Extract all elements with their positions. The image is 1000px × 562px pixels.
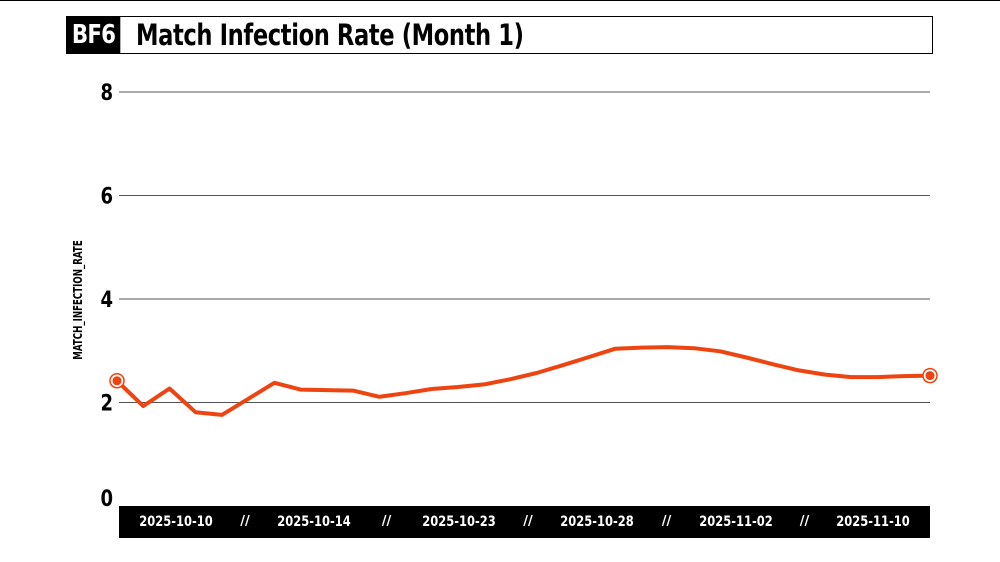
x-tick-label: 2025-10-10: [139, 514, 213, 530]
y-tick-label: 4: [100, 286, 113, 312]
x-tick-separator: //: [799, 514, 810, 529]
end-point: [925, 371, 935, 381]
x-tick-label: 2025-11-02: [699, 514, 773, 530]
chart-title: Match Infection Rate (Month 1): [135, 18, 524, 52]
y-tick-label: 2: [100, 390, 113, 416]
y-tick-label: 6: [100, 183, 113, 209]
x-tick-label: 2025-10-14: [277, 514, 351, 530]
top-border-line: [0, 0, 1000, 1]
title-badge: BF6: [67, 17, 121, 53]
x-axis-band: [119, 506, 930, 538]
series-layer: [109, 345, 938, 417]
series-line: [115, 345, 932, 417]
grid-lines: [119, 91, 930, 403]
y-tick-labels: 0 2 4 6 8: [100, 79, 113, 511]
x-tick-label: 2025-10-28: [560, 514, 634, 530]
x-tick-separator: //: [661, 514, 672, 529]
start-point: [112, 376, 122, 386]
x-tick-separator: //: [240, 514, 250, 529]
x-tick-separator: //: [523, 514, 533, 529]
chart-title-box: BF6 Match Infection Rate (Month 1): [66, 16, 933, 54]
x-tick-separator: //: [381, 514, 392, 529]
x-tick-label: 2025-10-23: [422, 514, 496, 530]
y-tick-label: 0: [100, 485, 113, 511]
x-tick-label: 2025-11-10: [836, 514, 910, 530]
y-tick-label: 8: [100, 79, 113, 105]
